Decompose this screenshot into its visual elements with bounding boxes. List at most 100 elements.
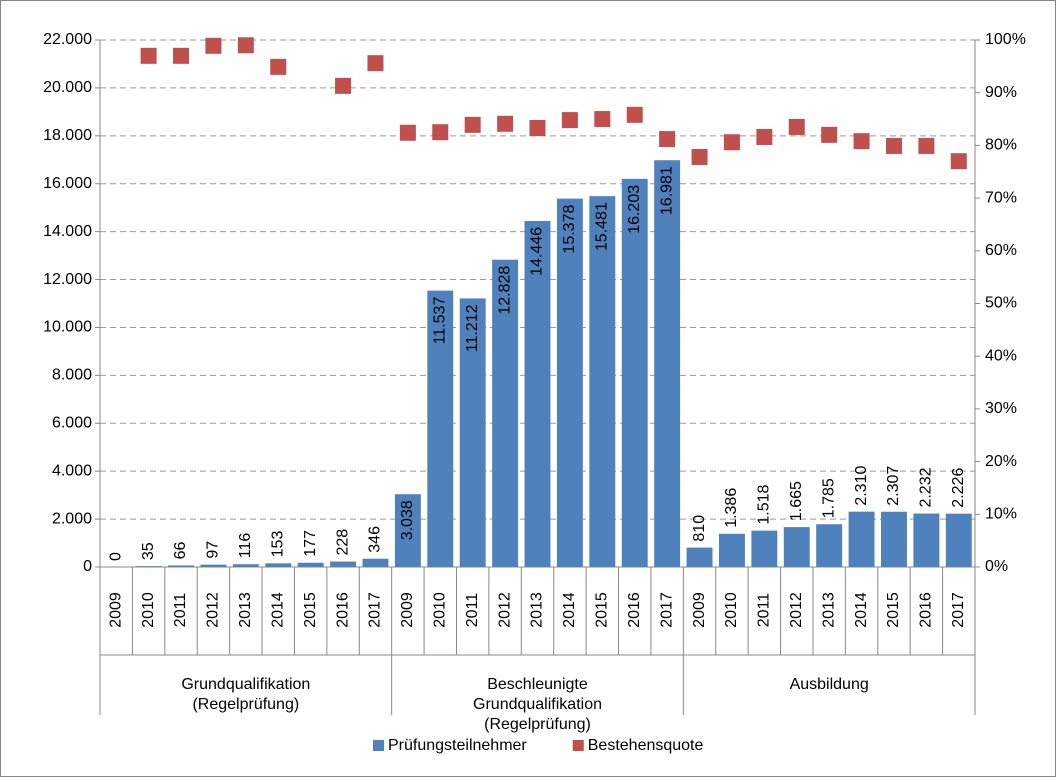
bar (556, 198, 583, 567)
data-label: 35 (140, 542, 157, 560)
marker (173, 47, 190, 64)
marker (270, 58, 287, 75)
marker (950, 153, 967, 170)
x-tick-label: 2014 (269, 592, 286, 628)
y-tick-label: 8.000 (52, 367, 92, 384)
x-tick-label: 2011 (464, 593, 481, 628)
data-label: 16.203 (626, 185, 643, 234)
bar (686, 547, 713, 567)
x-tick-label: 2015 (885, 592, 902, 628)
x-tick-label: 2012 (205, 592, 222, 628)
x-tick-label: 2017 (658, 592, 675, 628)
y2-tick-label: 60% (985, 242, 1017, 259)
x-tick-label: 2014 (853, 592, 870, 628)
x-tick-label: 2017 (950, 592, 967, 628)
bar (848, 511, 875, 567)
y2-tick-label: 80% (985, 137, 1017, 154)
y2-tick-label: 50% (985, 295, 1017, 312)
marker (594, 111, 611, 128)
y2-tick-label: 20% (985, 453, 1017, 470)
data-label: 177 (302, 530, 319, 557)
x-tick-label: 2009 (399, 592, 416, 628)
x-tick-label: 2014 (561, 592, 578, 628)
x-tick-label: 2011 (172, 593, 189, 628)
marker (464, 116, 481, 133)
group-label: Ausbildung (790, 676, 869, 693)
y-tick-label: 16.000 (43, 175, 92, 192)
bar (265, 563, 292, 567)
data-label: 153 (269, 531, 286, 558)
bar (945, 513, 972, 567)
group-label: (Regelprüfung) (192, 696, 299, 713)
bar (427, 290, 454, 567)
bar (718, 533, 745, 567)
legend-label: Bestehensquote (588, 737, 704, 754)
legend-swatch (572, 740, 584, 751)
x-tick-label: 2016 (918, 592, 935, 628)
group-label: Beschleunigte (487, 676, 588, 693)
bar (492, 259, 519, 567)
x-tick-label: 2013 (237, 592, 254, 628)
y2-tick-label: 70% (985, 189, 1017, 206)
bar (297, 562, 324, 567)
marker (335, 77, 352, 94)
y-tick-label: 18.000 (43, 127, 92, 144)
data-label: 116 (237, 533, 254, 559)
data-label: 2.310 (853, 466, 870, 506)
y2-tick-label: 90% (985, 84, 1017, 101)
marker (626, 106, 643, 123)
data-label: 3.038 (399, 500, 416, 540)
bar (135, 566, 162, 567)
marker (529, 120, 546, 137)
data-label: 97 (205, 541, 222, 559)
y-tick-label: 4.000 (52, 462, 92, 479)
marker (853, 133, 870, 150)
marker (399, 124, 416, 141)
bar (168, 565, 194, 567)
bar (783, 527, 810, 567)
data-label: 12.828 (496, 266, 513, 315)
x-tick-label: 2015 (302, 592, 319, 628)
data-label: 228 (334, 529, 351, 556)
bar (362, 558, 389, 567)
marker (561, 112, 578, 129)
y2-tick-label: 30% (985, 400, 1017, 417)
y-tick-label: 14.000 (43, 223, 92, 240)
data-label: 15.378 (561, 205, 578, 254)
bar (881, 511, 907, 567)
x-tick-label: 2013 (820, 592, 837, 628)
y-tick-label: 22.000 (43, 31, 92, 48)
data-label: 1.386 (723, 488, 740, 528)
y2-tick-label: 100% (985, 31, 1026, 48)
x-tick-label: 2009 (107, 592, 124, 628)
bar (654, 160, 681, 568)
y-tick-label: 10.000 (43, 319, 92, 336)
bar (751, 530, 778, 567)
marker (367, 55, 384, 72)
marker (659, 131, 676, 148)
bar (459, 298, 486, 567)
x-tick-label: 2010 (723, 592, 740, 628)
x-tick-label: 2010 (431, 592, 448, 628)
x-tick-label: 2012 (496, 592, 513, 628)
bar (394, 494, 421, 567)
data-label: 0 (107, 552, 124, 561)
data-label: 810 (691, 515, 708, 542)
data-label: 1.665 (788, 481, 805, 521)
x-tick-label: 2016 (334, 592, 351, 628)
group-label: (Regelprüfung) (484, 716, 591, 733)
marker (497, 115, 514, 132)
data-label: 11.212 (464, 304, 481, 352)
x-tick-label: 2011 (756, 593, 773, 628)
legend-swatch (373, 740, 384, 751)
group-label: Grundqualifikation (473, 696, 602, 713)
y2-tick-label: 40% (985, 347, 1017, 364)
bar (913, 513, 940, 567)
bar (524, 220, 551, 567)
bar (200, 564, 227, 567)
marker (691, 148, 708, 165)
bar (589, 196, 616, 568)
y-tick-label: 6.000 (52, 414, 92, 431)
data-label: 346 (367, 526, 384, 553)
